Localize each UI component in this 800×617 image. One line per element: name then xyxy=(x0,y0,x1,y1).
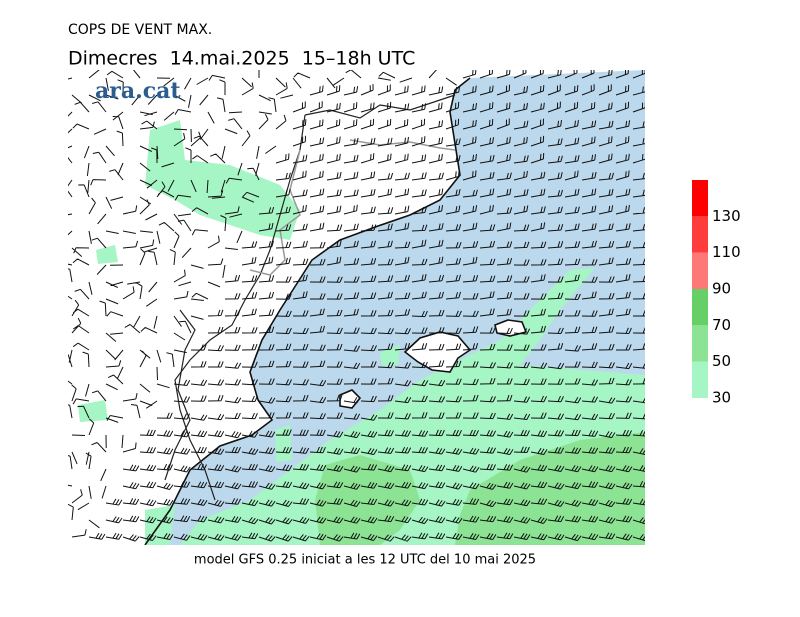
barb xyxy=(68,70,645,542)
colorbar: 30 50 70 90 110 130 xyxy=(692,180,741,407)
border-line xyxy=(164,309,196,481)
colorbar-bin xyxy=(692,325,708,362)
colorbar-label: 130 xyxy=(712,207,741,225)
colorbar-bin xyxy=(692,252,708,289)
map xyxy=(68,70,645,545)
coastline xyxy=(144,77,471,545)
colorbar-bin xyxy=(692,289,708,326)
colorbar-bin xyxy=(692,361,708,398)
colorbar-bin xyxy=(692,216,708,253)
footer: model GFS 0.25 iniciat a les 12 UTC del … xyxy=(194,553,536,568)
colorbar-label: 30 xyxy=(712,389,731,407)
wind-barbs xyxy=(68,70,645,542)
islands xyxy=(339,319,528,409)
colorbar-label: 70 xyxy=(712,316,731,334)
title: COPS DE VENT MAX. xyxy=(68,22,212,38)
colorbar-label: 110 xyxy=(712,243,741,261)
logo: ara.cat xyxy=(95,78,181,104)
colorbar-label: 90 xyxy=(712,280,731,298)
subtitle: Dimecres 14.mai.2025 15–18h UTC xyxy=(68,48,415,70)
province-line xyxy=(349,139,456,151)
border-line xyxy=(304,94,456,119)
colorbar-label: 50 xyxy=(712,352,731,370)
colorbar-bin xyxy=(692,180,708,217)
